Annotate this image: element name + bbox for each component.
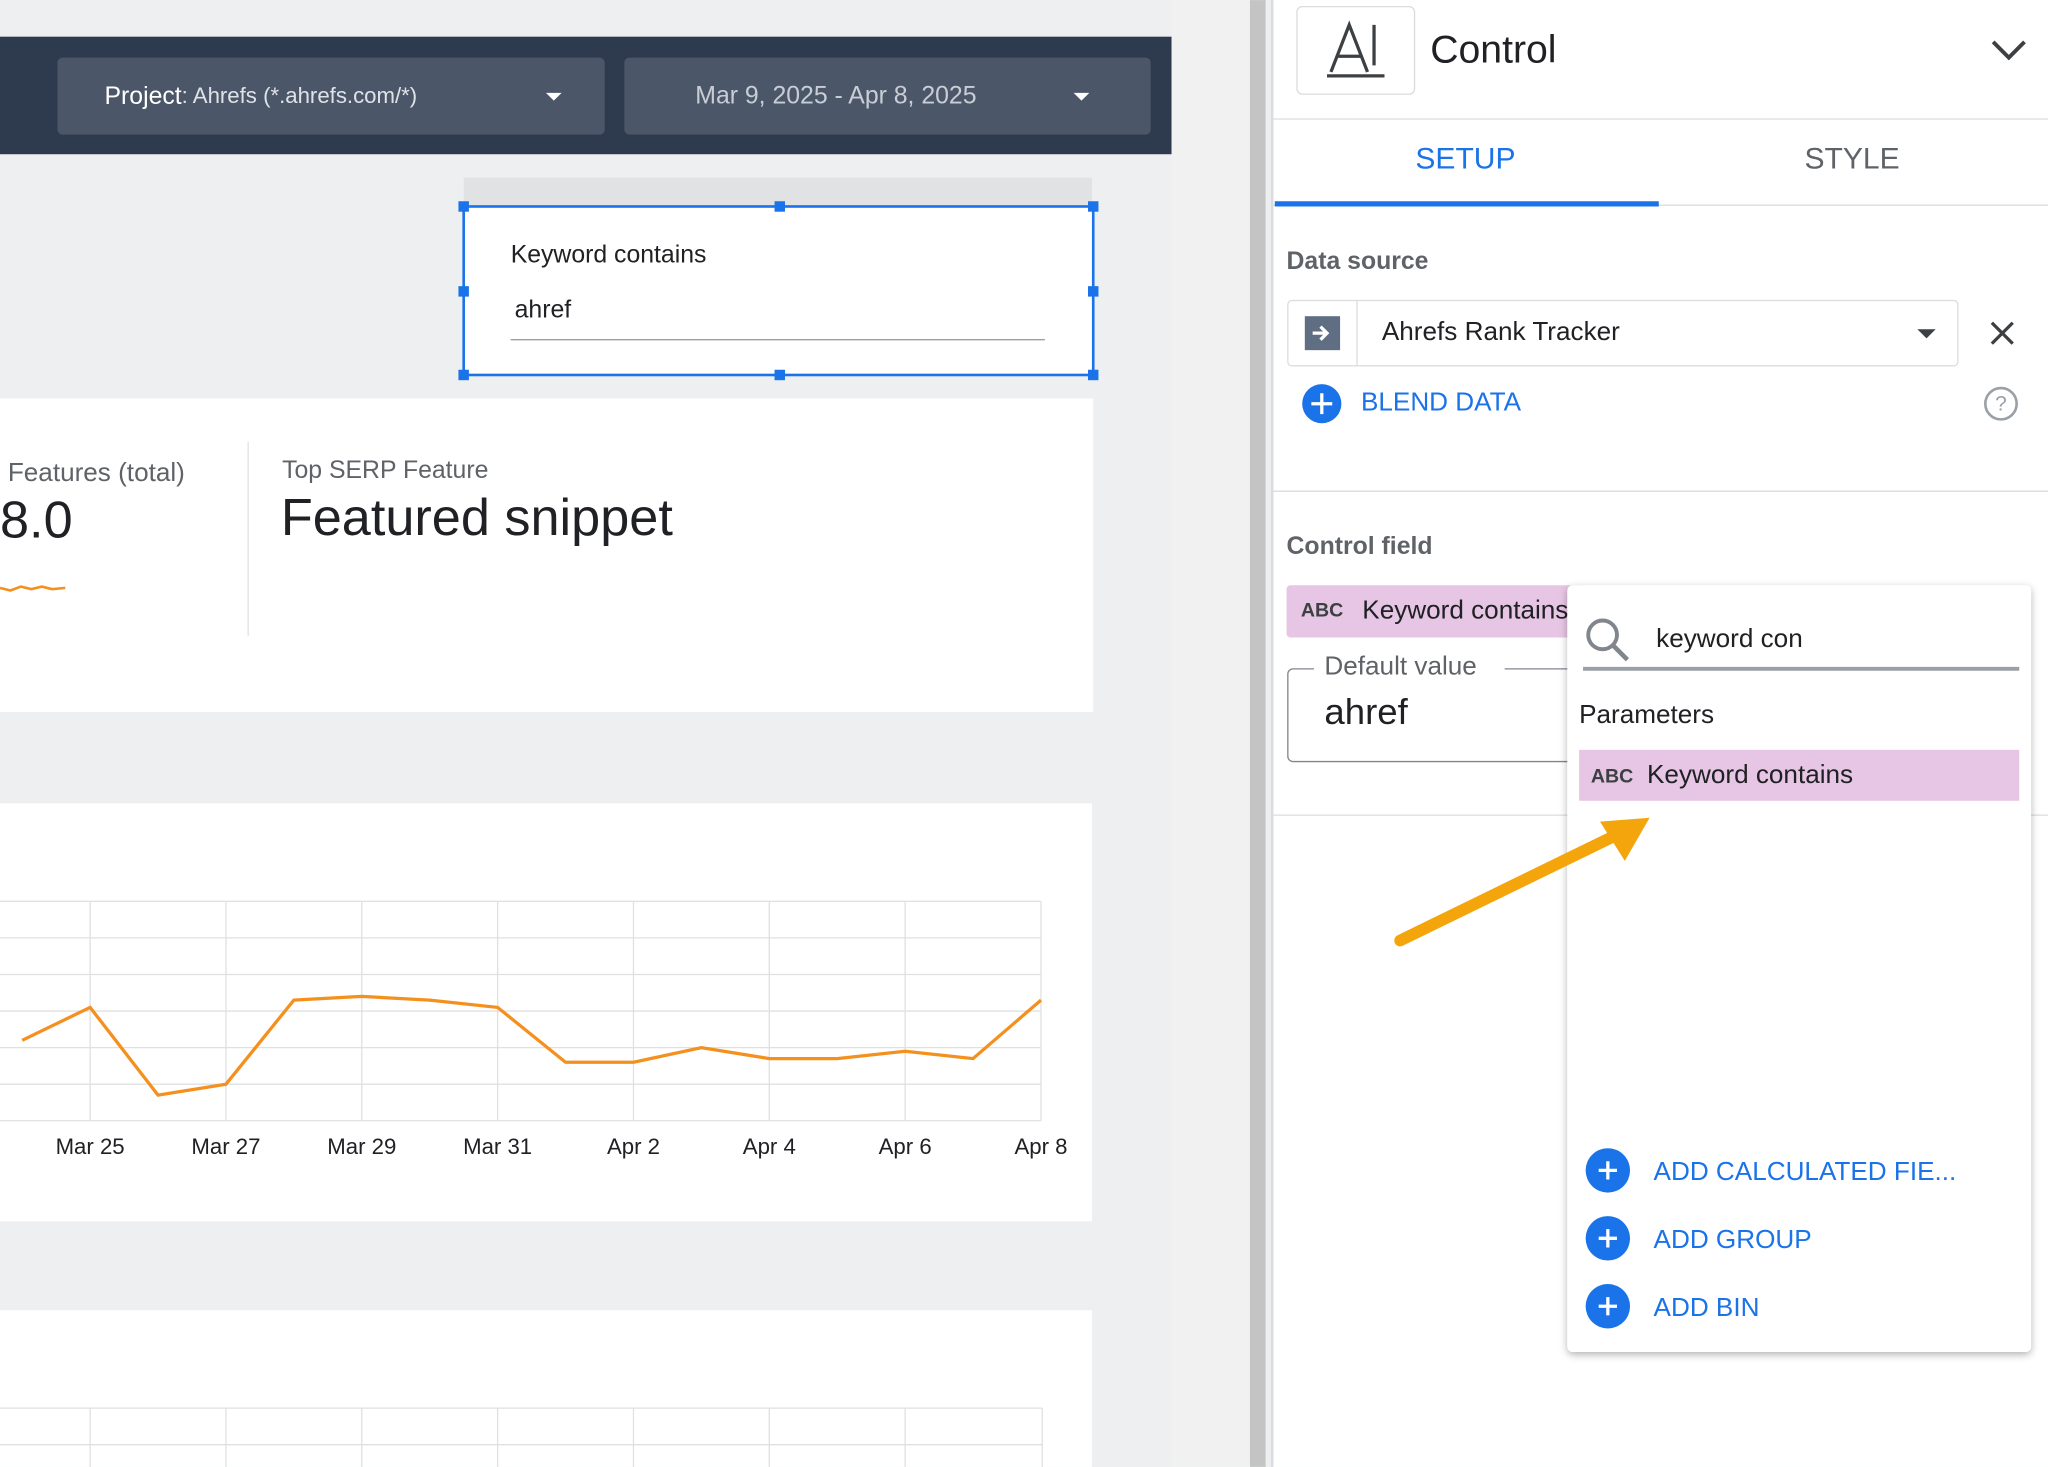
control-icon bbox=[1296, 5, 1416, 95]
x-tick-label: Apr 8 bbox=[1014, 1134, 1067, 1159]
x-tick-label: Apr 6 bbox=[879, 1134, 932, 1159]
selection-handles bbox=[458, 201, 1099, 381]
x-tick-label: Mar 29 bbox=[327, 1134, 396, 1159]
section-label: Control field bbox=[1287, 533, 1433, 560]
setup-tab[interactable]: SETUP bbox=[1415, 143, 1515, 176]
field-name: Keyword contains bbox=[1362, 594, 1568, 624]
scorecard-label: Features (total) bbox=[8, 457, 185, 487]
trend-line bbox=[21, 994, 1043, 1097]
date-range: Mar 9, 2025 - Apr 8, 2025 bbox=[695, 82, 976, 109]
project-value: : Ahrefs (*.ahrefs.com/*) bbox=[182, 83, 418, 108]
annotation-arrow bbox=[1394, 827, 1626, 947]
plus bbox=[1598, 1229, 1617, 1248]
plus bbox=[1311, 393, 1333, 415]
help-glyph: ? bbox=[1995, 393, 2007, 416]
annotation-arrowhead bbox=[1600, 817, 1650, 861]
legend-gap bbox=[1313, 653, 1505, 682]
style-tab[interactable]: STYLE bbox=[1805, 143, 1900, 176]
chart-card bbox=[0, 803, 1092, 1222]
field-chip[interactable] bbox=[1286, 585, 1587, 638]
search-icon-handle bbox=[1611, 643, 1630, 662]
dropdown-caret bbox=[545, 92, 562, 101]
help-icon[interactable] bbox=[1983, 386, 2018, 421]
scorecard-value: 8.0 bbox=[0, 492, 73, 550]
scorecard-card bbox=[0, 398, 1094, 712]
x-tick-label: Mar 27 bbox=[191, 1134, 260, 1159]
sparkline bbox=[0, 585, 66, 592]
field-type: ABC bbox=[1301, 600, 1343, 622]
panel-title: Control bbox=[1430, 29, 1556, 72]
data-source: Ahrefs Rank Tracker bbox=[1382, 316, 1620, 346]
remove-icon[interactable] bbox=[1990, 321, 2014, 345]
action-button[interactable]: ADD CALCULATED FIE... bbox=[1654, 1156, 1957, 1186]
search-icon bbox=[1586, 618, 1619, 652]
control-value: ahref bbox=[515, 297, 572, 324]
x-tick-label: Mar 31 bbox=[463, 1134, 532, 1159]
plus bbox=[1598, 1161, 1617, 1180]
keyword-control[interactable] bbox=[462, 205, 1095, 377]
dropdown-caret bbox=[1917, 329, 1936, 339]
chart-grid bbox=[0, 1407, 1043, 1467]
gutter bbox=[1171, 0, 1250, 1467]
project-label-text: Project bbox=[104, 82, 181, 109]
blend-data-button[interactable]: BLEND DATA bbox=[1361, 387, 1522, 417]
search-input[interactable]: keyword con bbox=[1656, 623, 1803, 653]
top-feature-label: Top SERP Feature bbox=[282, 457, 488, 484]
default-value-label: Default value bbox=[1324, 650, 1476, 680]
default-value: ahref bbox=[1324, 691, 1408, 732]
connector-arrow bbox=[1312, 325, 1330, 341]
control-icon-glyph bbox=[1327, 20, 1385, 78]
control-label: Keyword contains bbox=[511, 242, 707, 269]
date-selector[interactable] bbox=[624, 57, 1151, 135]
line-chart: Mar 25 Mar 27 Mar 29 Mar 31 Apr 2 Apr 4 Apr 6 A… bbox=[0, 900, 1067, 1159]
action-button[interactable]: ADD BIN bbox=[1654, 1292, 1760, 1322]
top-feature-value: Featured snippet bbox=[281, 489, 674, 547]
field-type: ABC bbox=[1591, 765, 1633, 787]
dropdown-caret bbox=[1073, 92, 1090, 101]
field-name: Keyword contains bbox=[1647, 759, 1853, 789]
section-header: Parameters bbox=[1579, 699, 1714, 729]
x-tick-label: Mar 25 bbox=[56, 1134, 125, 1159]
field-option[interactable] bbox=[1579, 749, 2020, 801]
section-label: Data source bbox=[1287, 248, 1429, 275]
chart-card bbox=[0, 1310, 1092, 1467]
project-label: Project: Ahrefs (*.ahrefs.com/*) bbox=[104, 82, 417, 109]
collapse-chevron[interactable] bbox=[1991, 40, 2026, 61]
x-tick-label: Apr 4 bbox=[743, 1134, 796, 1159]
project-selector[interactable] bbox=[57, 57, 605, 135]
data-source-select[interactable] bbox=[1287, 299, 1959, 367]
action-button[interactable]: ADD GROUP bbox=[1654, 1224, 1812, 1254]
dropdown-actions: ADD CALCULATED FIE... ADD GROUP ADD BIN bbox=[1585, 1148, 1957, 1329]
x-tick-label: Apr 2 bbox=[607, 1134, 660, 1159]
plus bbox=[1598, 1297, 1617, 1316]
splitter bbox=[1249, 0, 1266, 1467]
tab-indicator bbox=[1274, 201, 1659, 207]
